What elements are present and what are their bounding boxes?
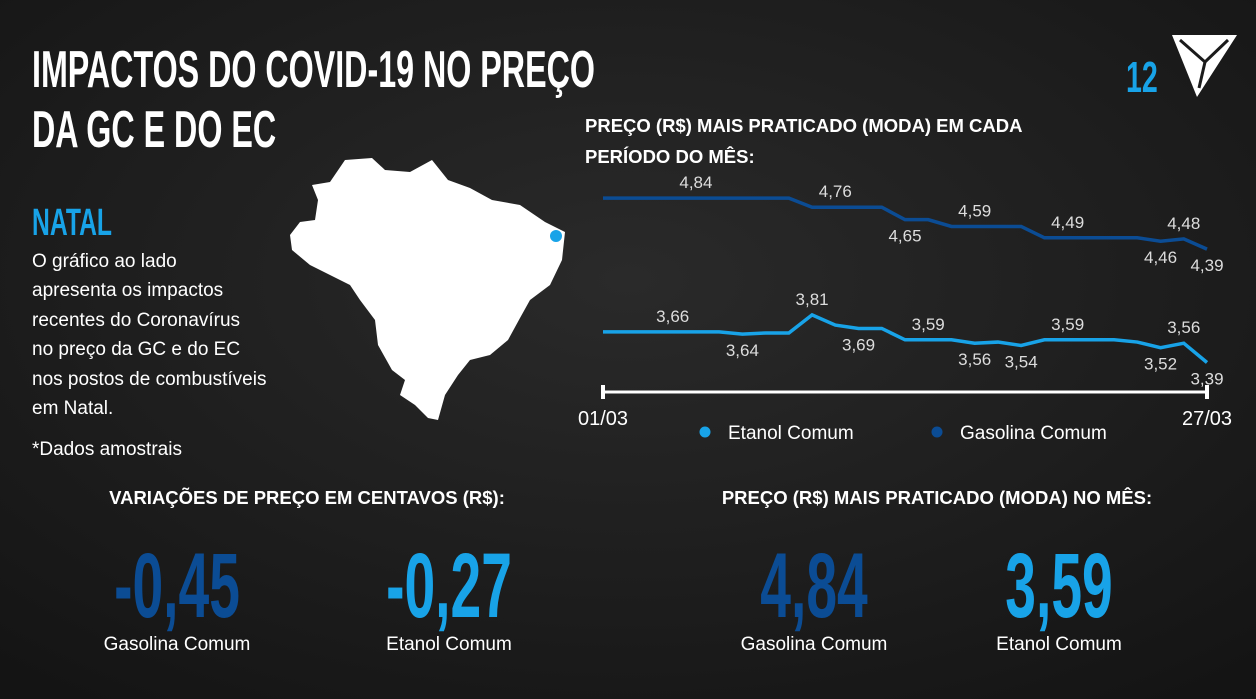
- big-number: 3,59: [1005, 535, 1112, 638]
- data-label: 4,48: [1167, 214, 1200, 233]
- data-label: 3,81: [796, 290, 829, 309]
- big-number-label: Gasolina Comum: [104, 634, 251, 655]
- data-label: 4,84: [679, 173, 712, 192]
- description-line: apresenta os impactos: [32, 280, 223, 301]
- big-number: -0,45: [114, 535, 240, 638]
- series-line: [603, 312, 1209, 364]
- line-chart: 01/03 27/03 3,66 3,64 3,81 3,69 3,59 3,56 3,54 3,…: [578, 173, 1232, 444]
- data-label: 3,56: [958, 350, 991, 369]
- chart-title-line: PREÇO (R$) MAIS PRATICADO (MODA) EM CADA: [585, 115, 1022, 136]
- data-label: 4,76: [819, 182, 852, 201]
- data-label: 4,59: [958, 201, 991, 220]
- note: *Dados amostrais: [32, 439, 182, 460]
- section-title: PREÇO (R$) MAIS PRATICADO (MODA) NO MÊS:: [722, 487, 1152, 508]
- data-label: 3,59: [1051, 315, 1084, 334]
- description-line: recentes do Coronavírus: [32, 310, 240, 331]
- big-number-label: Etanol Comum: [996, 634, 1122, 655]
- title-line: IMPACTOS DO COVID-19 NO PREÇO: [32, 41, 595, 99]
- data-label: 3,69: [842, 335, 875, 354]
- legend-marker: [931, 426, 943, 438]
- series-line: [603, 196, 1208, 251]
- description-line: nos postos de combustíveis: [32, 369, 266, 390]
- description-line: no preço da GC e do EC: [32, 339, 240, 360]
- data-label: 4,46: [1144, 248, 1177, 267]
- data-label: 4,65: [888, 227, 921, 246]
- description-line: O gráfico ao lado: [32, 251, 177, 272]
- title-line: DA GC E DO EC: [32, 101, 276, 159]
- logo: [1172, 35, 1237, 97]
- big-number: -0,27: [386, 535, 512, 638]
- data-label: 3,59: [912, 315, 945, 334]
- big-number-label: Etanol Comum: [386, 634, 512, 655]
- legend-label: Gasolina Comum: [960, 423, 1107, 444]
- brazil-map: [290, 158, 565, 420]
- data-label: 3,66: [656, 307, 689, 326]
- page-number: 12: [1126, 52, 1158, 102]
- city: NATAL: [32, 201, 112, 244]
- big-number: 4,84: [760, 535, 867, 638]
- big-number-label: Gasolina Comum: [741, 634, 888, 655]
- chart-title-line: PERÍODO DO MÊS:: [585, 146, 755, 167]
- data-label: 3,52: [1144, 355, 1177, 374]
- description-line: em Natal.: [32, 398, 113, 419]
- data-label: 3,64: [726, 341, 759, 360]
- section-title: VARIAÇÕES DE PREÇO EM CENTAVOS (R$):: [109, 487, 505, 508]
- legend-marker: [699, 426, 711, 438]
- legend-label: Etanol Comum: [728, 423, 854, 444]
- x-tick-label: 27/03: [1182, 408, 1232, 430]
- data-label: 3,39: [1190, 369, 1223, 388]
- data-label: 4,49: [1051, 213, 1084, 232]
- data-label: 4,39: [1190, 256, 1223, 275]
- data-label: 3,56: [1167, 318, 1200, 337]
- x-tick-label: 01/03: [578, 408, 628, 430]
- data-label: 3,54: [1005, 352, 1038, 371]
